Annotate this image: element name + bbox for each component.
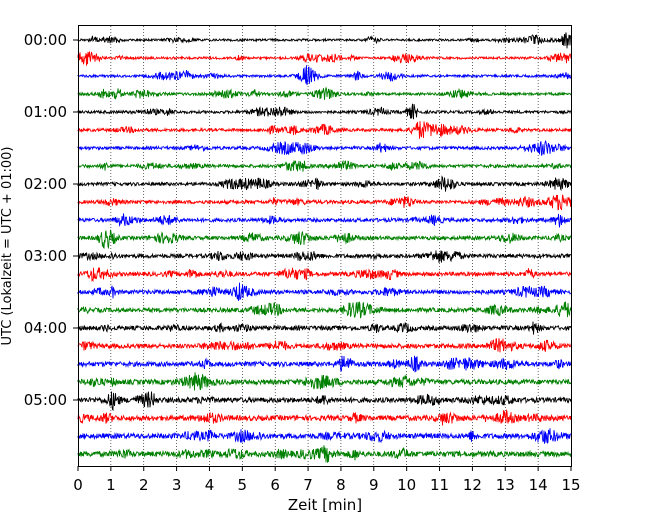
x-tick-label: 12 bbox=[463, 476, 482, 494]
x-tick-label: 1 bbox=[106, 476, 116, 494]
x-tick-label: 4 bbox=[205, 476, 215, 494]
seismic-trace bbox=[77, 213, 572, 228]
seismic-trace bbox=[77, 301, 572, 319]
x-tick-label: 2 bbox=[139, 476, 149, 494]
seismic-trace bbox=[77, 194, 572, 211]
y-tick-label: 03:00 bbox=[24, 247, 67, 265]
seismic-trace bbox=[77, 391, 572, 412]
seismic-trace bbox=[77, 51, 572, 66]
seismic-trace bbox=[77, 267, 572, 283]
x-tick-label: 11 bbox=[430, 476, 449, 494]
y-axis-ticks: 00:00 01:00 02:00 03:00 04:00 05:00 bbox=[24, 31, 78, 409]
seismic-traces bbox=[77, 32, 572, 463]
seismic-trace bbox=[77, 321, 572, 335]
plot-frame bbox=[78, 25, 572, 467]
seismic-trace bbox=[77, 65, 572, 86]
seismic-trace bbox=[77, 409, 572, 426]
x-tick-label: 5 bbox=[238, 476, 248, 494]
x-tick-label: 9 bbox=[369, 476, 379, 494]
seismic-trace bbox=[77, 372, 572, 391]
x-axis-label: Zeit [min] bbox=[288, 496, 362, 514]
y-tick-label: 00:00 bbox=[24, 31, 67, 49]
y-tick-label: 01:00 bbox=[24, 103, 67, 121]
x-tick-label: 0 bbox=[73, 476, 83, 494]
seismic-trace bbox=[77, 139, 572, 156]
x-tick-label: 6 bbox=[270, 476, 280, 494]
seismic-trace bbox=[77, 32, 572, 49]
seismic-trace bbox=[77, 121, 572, 139]
x-tick-label: 15 bbox=[561, 476, 580, 494]
x-axis-ticks: 0 1 2 3 4 5 6 7 8 9 10 11 12 13 14 15 bbox=[73, 466, 581, 494]
seismic-trace bbox=[77, 250, 572, 263]
y-axis-label: UTC (Lokalzeit = UTC + 01:00) bbox=[0, 147, 15, 346]
x-tick-label: 3 bbox=[172, 476, 182, 494]
x-tick-label: 7 bbox=[303, 476, 313, 494]
x-tick-label: 13 bbox=[496, 476, 515, 494]
y-tick-label: 04:00 bbox=[24, 319, 67, 337]
x-tick-label: 10 bbox=[397, 476, 416, 494]
seismic-trace bbox=[77, 175, 572, 192]
seismic-trace bbox=[77, 282, 572, 301]
y-tick-label: 05:00 bbox=[24, 391, 67, 409]
x-tick-label: 8 bbox=[336, 476, 346, 494]
x-tick-label: 14 bbox=[529, 476, 548, 494]
seismic-trace bbox=[77, 229, 572, 250]
seismic-trace bbox=[77, 159, 572, 172]
seismic-trace bbox=[77, 103, 572, 120]
y-tick-label: 02:00 bbox=[24, 175, 67, 193]
seismic-trace bbox=[77, 86, 572, 100]
seismic-trace bbox=[77, 355, 572, 373]
seismic-trace bbox=[77, 338, 572, 353]
seismic-trace bbox=[77, 428, 572, 444]
seismic-trace bbox=[77, 445, 572, 463]
grid-lines bbox=[110, 26, 539, 466]
